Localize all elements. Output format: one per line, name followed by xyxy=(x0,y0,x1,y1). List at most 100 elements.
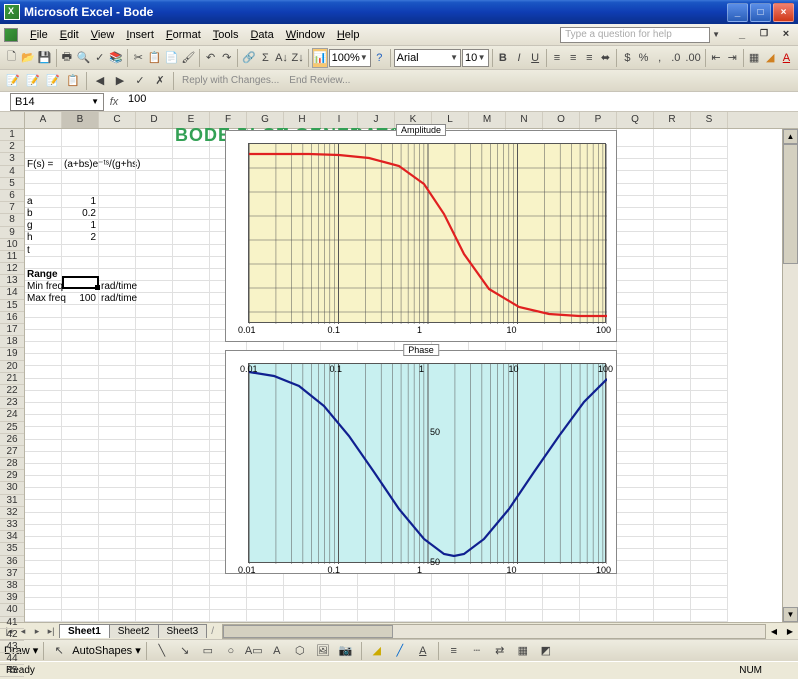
rowhdr-11[interactable]: 11 xyxy=(0,251,24,263)
cell-A37[interactable] xyxy=(25,574,62,586)
sheet-tab-sheet1[interactable]: Sheet1 xyxy=(59,624,110,638)
cell-K39[interactable] xyxy=(395,598,432,610)
cell-C35[interactable] xyxy=(99,549,136,561)
hscroll-left-button[interactable]: ◀ xyxy=(766,627,782,636)
menu-tools[interactable]: Tools xyxy=(207,27,245,43)
rowhdr-44[interactable]: 44 xyxy=(0,653,24,665)
cell-B22[interactable] xyxy=(62,391,99,403)
cell-B20[interactable] xyxy=(62,366,99,378)
cell-B10[interactable] xyxy=(62,245,99,257)
colhdr-D[interactable]: D xyxy=(136,112,173,128)
cell-S39[interactable] xyxy=(691,598,728,610)
cell-Q24[interactable] xyxy=(617,415,654,427)
zoom-combo[interactable]: 100%▼ xyxy=(329,49,371,67)
cell-E39[interactable] xyxy=(173,598,210,610)
cell-R22[interactable] xyxy=(654,391,691,403)
rowhdr-8[interactable]: 8 xyxy=(0,214,24,226)
hscroll-right-button[interactable]: ▶ xyxy=(782,627,798,636)
rowhdr-12[interactable]: 12 xyxy=(0,263,24,275)
cell-F38[interactable] xyxy=(210,586,247,598)
minimize-button[interactable]: _ xyxy=(727,3,748,22)
rowhdr-9[interactable]: 9 xyxy=(0,227,24,239)
save-button[interactable]: 💾 xyxy=(37,48,53,68)
cell-R37[interactable] xyxy=(654,574,691,586)
cell-A13[interactable]: Min freq xyxy=(25,281,62,293)
cell-S7[interactable] xyxy=(691,208,728,220)
cell-E5[interactable] xyxy=(173,184,210,196)
cell-C39[interactable] xyxy=(99,598,136,610)
cell-S22[interactable] xyxy=(691,391,728,403)
cell-R14[interactable] xyxy=(654,293,691,305)
colhdr-R[interactable]: R xyxy=(654,112,691,128)
cell-S37[interactable] xyxy=(691,574,728,586)
cell-B33[interactable] xyxy=(62,525,99,537)
cell-P37[interactable] xyxy=(580,574,617,586)
cell-D9[interactable] xyxy=(136,232,173,244)
cell-E12[interactable] xyxy=(173,269,210,281)
doc-close-button[interactable]: × xyxy=(778,28,794,42)
new-button[interactable]: 🗋 xyxy=(4,48,19,68)
cell-S12[interactable] xyxy=(691,269,728,281)
cell-B2[interactable] xyxy=(62,147,99,159)
rev-btn-4[interactable]: 📋 xyxy=(64,72,82,90)
cell-A15[interactable] xyxy=(25,305,62,317)
cell-G39[interactable] xyxy=(247,598,284,610)
vscroll-thumb[interactable] xyxy=(783,144,798,264)
cell-B13[interactable]: 0.01 xyxy=(62,281,99,293)
rowhdr-2[interactable]: 2 xyxy=(0,141,24,153)
cell-D21[interactable] xyxy=(136,379,173,391)
cell-B5[interactable] xyxy=(62,184,99,196)
cell-R30[interactable] xyxy=(654,488,691,500)
cell-D10[interactable] xyxy=(136,245,173,257)
rowhdr-38[interactable]: 38 xyxy=(0,580,24,592)
cell-S16[interactable] xyxy=(691,318,728,330)
cell-E1[interactable]: BODE PLOT GENERATOR xyxy=(173,129,210,147)
cell-R2[interactable] xyxy=(654,147,691,159)
formula-bar[interactable]: 100 xyxy=(124,93,798,111)
rowhdr-24[interactable]: 24 xyxy=(0,409,24,421)
cell-E10[interactable] xyxy=(173,245,210,257)
cell-R5[interactable] xyxy=(654,184,691,196)
cell-A4[interactable] xyxy=(25,171,62,183)
cell-S23[interactable] xyxy=(691,403,728,415)
cell-A36[interactable] xyxy=(25,561,62,573)
cell-R7[interactable] xyxy=(654,208,691,220)
cell-S35[interactable] xyxy=(691,549,728,561)
cell-C3[interactable] xyxy=(99,159,136,171)
doc-restore-button[interactable]: ❐ xyxy=(756,28,772,42)
rowhdr-20[interactable]: 20 xyxy=(0,361,24,373)
tab-next-button[interactable]: ▸ xyxy=(30,626,44,637)
cell-C27[interactable] xyxy=(99,452,136,464)
cell-B7[interactable]: 0.2 xyxy=(62,208,99,220)
cell-C1[interactable] xyxy=(99,129,136,147)
rowhdr-43[interactable]: 43 xyxy=(0,641,24,653)
cell-C25[interactable] xyxy=(99,427,136,439)
cell-E8[interactable] xyxy=(173,220,210,232)
cell-D31[interactable] xyxy=(136,500,173,512)
cell-S3[interactable] xyxy=(691,159,728,171)
rowhdr-32[interactable]: 32 xyxy=(0,507,24,519)
comma-button[interactable]: , xyxy=(652,48,667,68)
colhdr-P[interactable]: P xyxy=(580,112,617,128)
cell-R31[interactable] xyxy=(654,500,691,512)
rowhdr-6[interactable]: 6 xyxy=(0,190,24,202)
cell-B23[interactable] xyxy=(62,403,99,415)
format-painter-button[interactable]: 🖌 xyxy=(180,48,196,68)
cell-S10[interactable] xyxy=(691,245,728,257)
cell-K37[interactable] xyxy=(395,574,432,586)
cell-N39[interactable] xyxy=(506,598,543,610)
cell-H37[interactable] xyxy=(284,574,321,586)
cell-J39[interactable] xyxy=(358,598,395,610)
cell-P40[interactable] xyxy=(580,610,617,622)
cell-C22[interactable] xyxy=(99,391,136,403)
rowhdr-1[interactable]: 1 xyxy=(0,129,24,141)
cell-Q20[interactable] xyxy=(617,366,654,378)
cell-D29[interactable] xyxy=(136,476,173,488)
cell-B34[interactable] xyxy=(62,537,99,549)
rowhdr-3[interactable]: 3 xyxy=(0,153,24,165)
cell-C31[interactable] xyxy=(99,500,136,512)
currency-button[interactable]: $ xyxy=(620,48,635,68)
cell-D24[interactable] xyxy=(136,415,173,427)
cell-A18[interactable] xyxy=(25,342,62,354)
cell-R35[interactable] xyxy=(654,549,691,561)
